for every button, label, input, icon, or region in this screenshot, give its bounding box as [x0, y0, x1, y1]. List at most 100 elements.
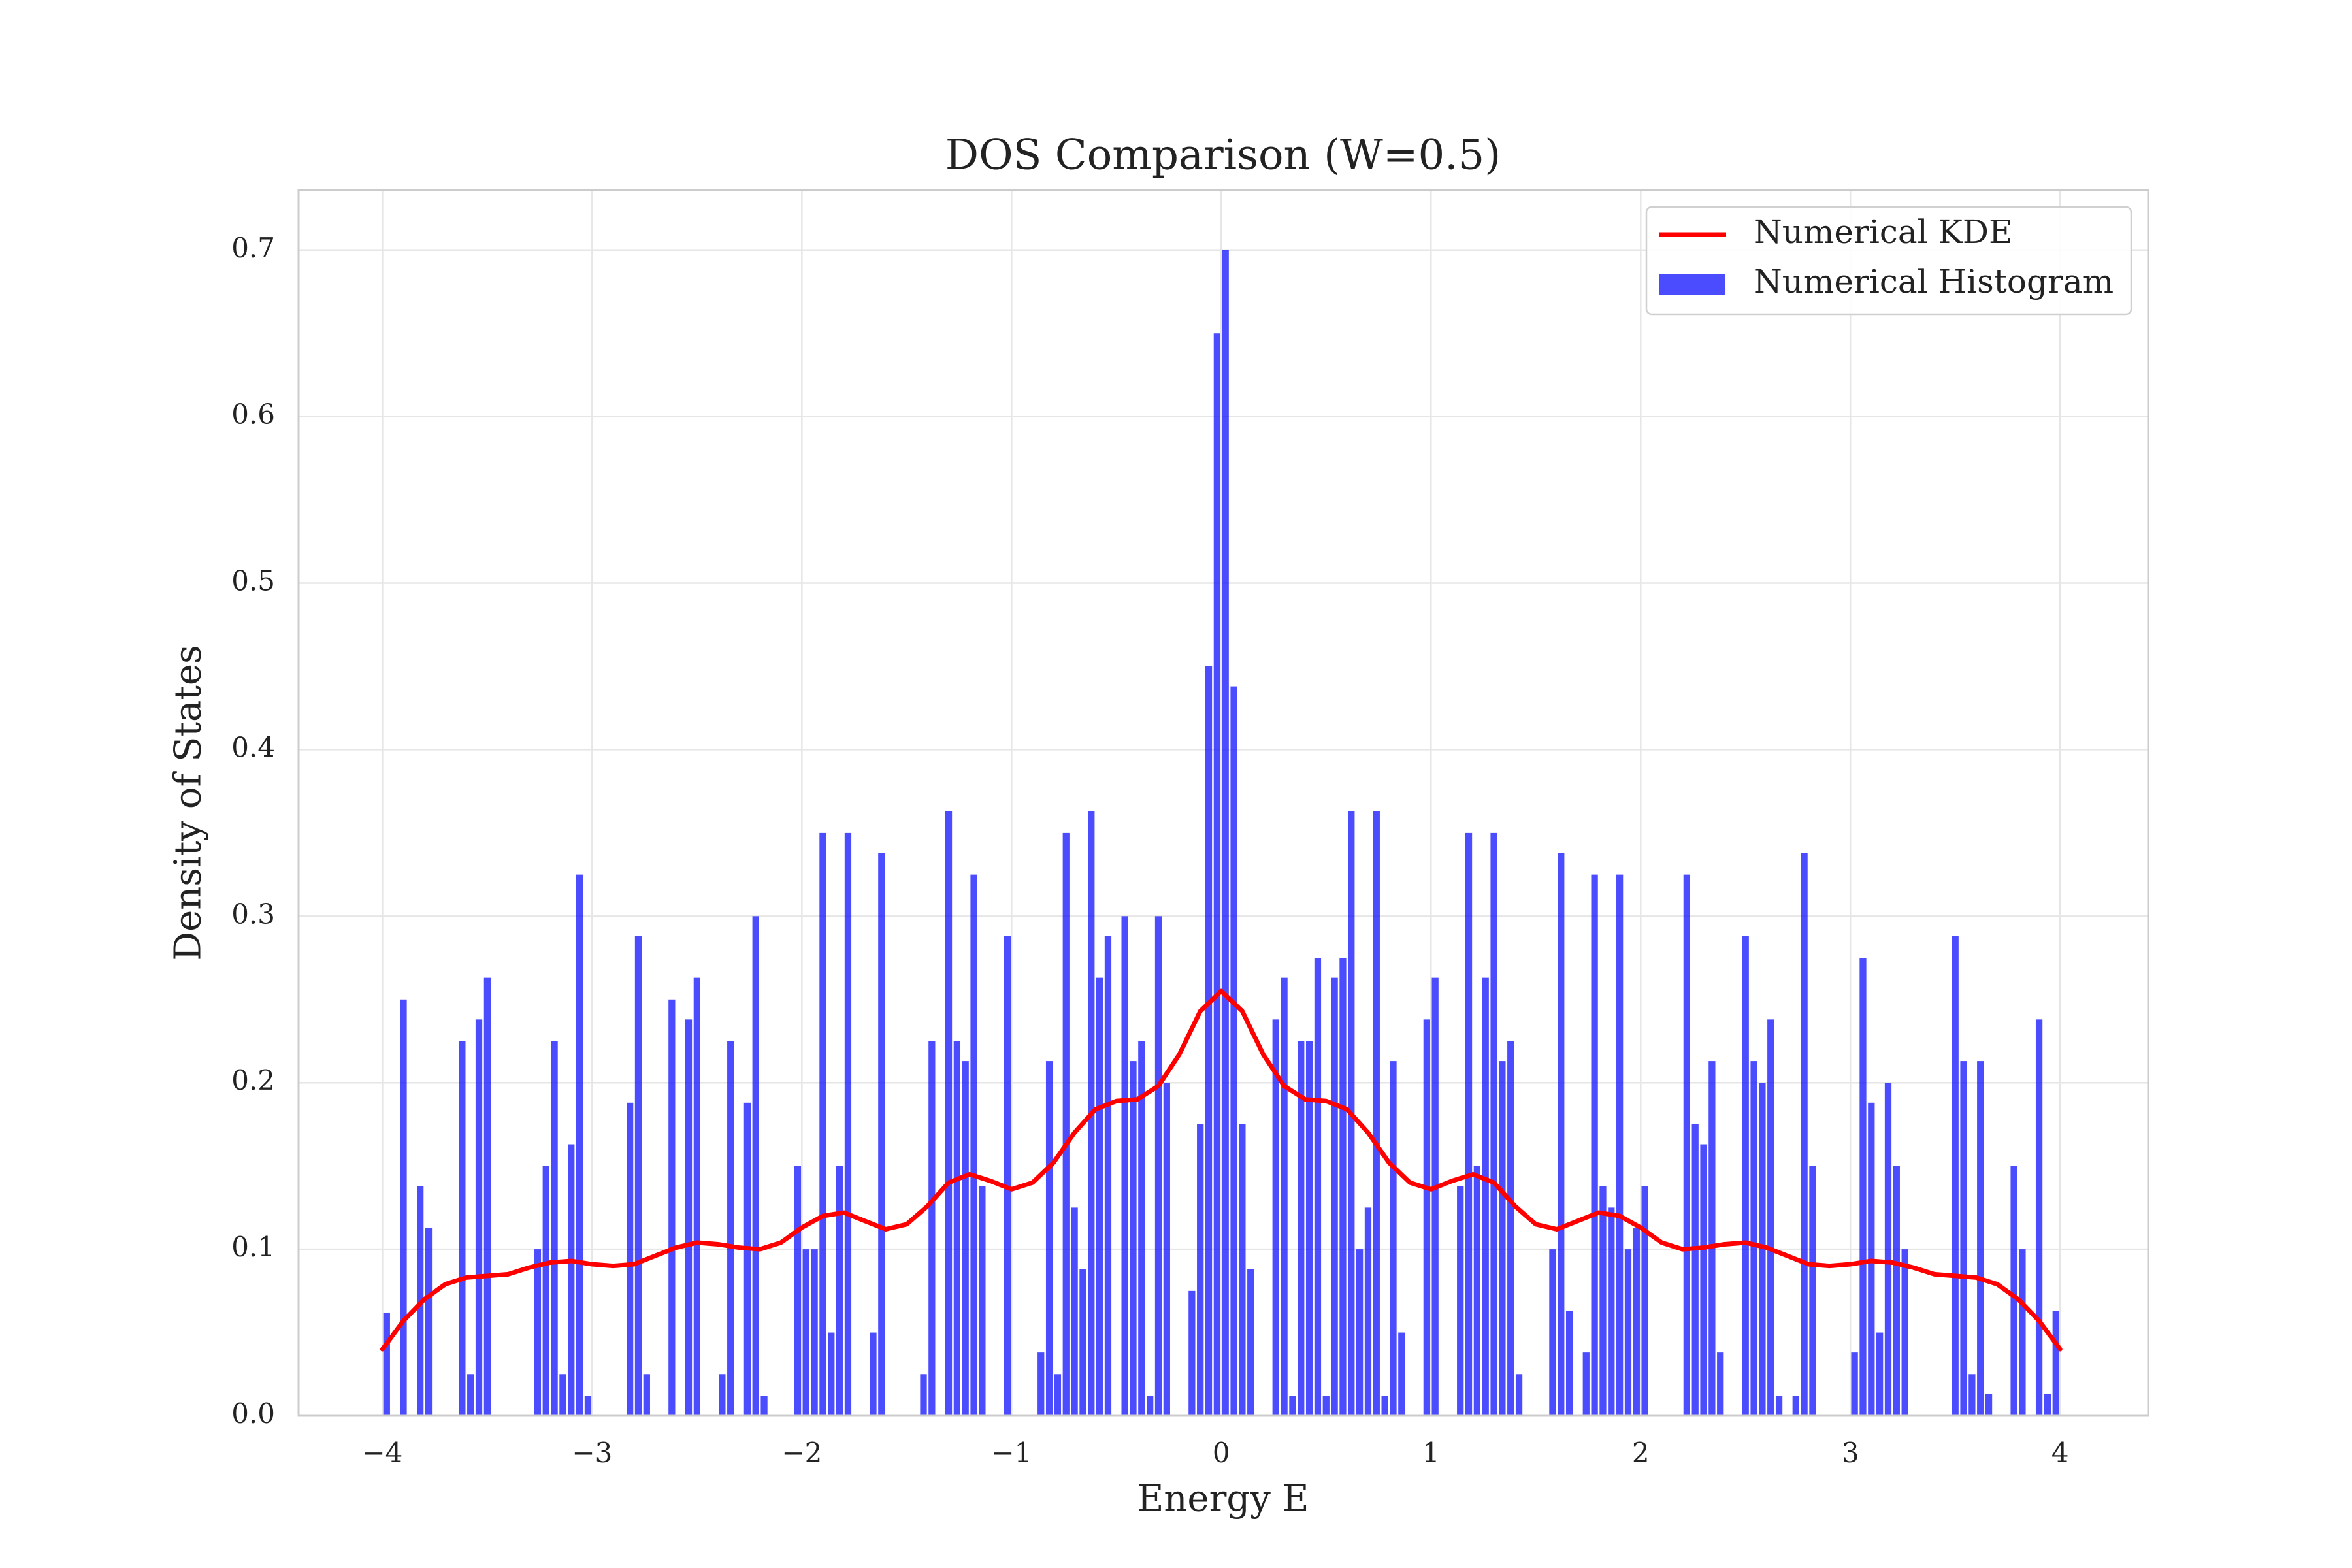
histogram-bar — [584, 1396, 592, 1416]
histogram-bar — [1079, 1269, 1086, 1416]
histogram-bar — [559, 1374, 566, 1416]
histogram-bar — [1381, 1396, 1388, 1416]
histogram-bar — [1591, 874, 1598, 1416]
histogram-bar — [1197, 1124, 1204, 1416]
histogram-bar — [870, 1332, 877, 1416]
x-tick-label: 0 — [1213, 1437, 1230, 1469]
histogram-bar — [920, 1374, 927, 1416]
histogram-bar — [1507, 1041, 1514, 1416]
histogram-bar — [1792, 1396, 1799, 1416]
histogram-bar — [2019, 1249, 2026, 1416]
histogram-bar — [970, 874, 977, 1416]
legend-label: Numerical KDE — [1754, 213, 2012, 251]
histogram-bar — [1431, 977, 1439, 1416]
histogram-bar — [1641, 1186, 1648, 1416]
legend-label: Numerical Histogram — [1754, 263, 2114, 301]
histogram-bar — [1339, 958, 1347, 1416]
histogram-bar — [811, 1249, 818, 1416]
histogram-bar — [844, 832, 852, 1416]
x-axis-label: Energy E — [1137, 1478, 1309, 1520]
histogram-bar — [1893, 1166, 1900, 1416]
histogram-bar — [1717, 1352, 1724, 1416]
histogram-bar — [1624, 1249, 1632, 1416]
histogram-bar — [1582, 1352, 1590, 1416]
histogram-bar — [1004, 936, 1011, 1416]
y-axis-label: Density of States — [167, 645, 210, 961]
histogram-bar — [1549, 1249, 1556, 1416]
histogram-bar — [1222, 250, 1229, 1416]
histogram-bar — [1742, 936, 1749, 1416]
histogram-bar — [945, 811, 953, 1416]
histogram-bar — [1147, 1396, 1154, 1416]
histogram-bar — [1305, 1041, 1313, 1416]
histogram-bar — [1700, 1144, 1707, 1416]
histogram-bar — [483, 977, 491, 1416]
histogram-bar — [727, 1041, 734, 1416]
histogram-bar — [1759, 1083, 1766, 1416]
histogram-bar — [928, 1041, 936, 1416]
x-tick-label: 4 — [2051, 1437, 2069, 1469]
histogram-bar — [1281, 977, 1288, 1416]
histogram-bar — [1373, 811, 1380, 1416]
histogram-bar — [1708, 1061, 1716, 1416]
histogram-bar — [1851, 1352, 1858, 1416]
histogram-bar — [962, 1061, 969, 1416]
histogram-bar — [802, 1249, 809, 1416]
histogram-bar — [1138, 1041, 1145, 1416]
histogram-bar — [1558, 853, 1565, 1416]
histogram-bar — [1037, 1352, 1045, 1416]
histogram-bar — [425, 1227, 433, 1416]
histogram-bar — [1876, 1332, 1884, 1416]
histogram-bar — [627, 1102, 634, 1416]
histogram-bar — [1565, 1311, 1573, 1416]
histogram-bar — [1364, 1207, 1372, 1416]
histogram-bar — [828, 1332, 835, 1416]
x-tick-label: −3 — [572, 1437, 612, 1469]
histogram-bar — [1205, 666, 1213, 1416]
histogram-bar — [1423, 1019, 1430, 1416]
chart-title: DOS Comparison (W=0.5) — [945, 131, 1501, 180]
histogram-bar — [1952, 936, 1959, 1416]
y-tick-label: 0.0 — [231, 1397, 275, 1429]
y-tick-label: 0.5 — [231, 565, 275, 597]
histogram-bar — [1272, 1019, 1279, 1416]
histogram-bar — [719, 1374, 726, 1416]
y-tick-label: 0.3 — [231, 898, 275, 930]
histogram-bar — [1045, 1061, 1053, 1416]
histogram-bar — [634, 936, 642, 1416]
histogram-bar — [685, 1019, 693, 1416]
histogram-bar — [1071, 1207, 1078, 1416]
histogram-bar — [1154, 916, 1162, 1416]
histogram-bar — [2010, 1166, 2017, 1416]
histogram-bar — [819, 832, 826, 1416]
histogram-bar — [1977, 1061, 1984, 1416]
histogram-bar — [743, 1102, 751, 1416]
histogram-bar — [576, 874, 583, 1416]
x-tick-label: 3 — [1842, 1437, 1859, 1469]
histogram-bar — [1473, 1166, 1481, 1416]
histogram-bar — [1775, 1396, 1783, 1416]
y-tick-label: 0.4 — [231, 731, 275, 763]
histogram-bar — [1188, 1290, 1196, 1416]
histogram-bar — [383, 1312, 390, 1416]
histogram-bar — [1213, 333, 1221, 1416]
y-tick-label: 0.1 — [231, 1231, 275, 1263]
histogram-bar — [1683, 874, 1690, 1416]
plot-frame — [297, 189, 2149, 1417]
histogram-bar — [1499, 1061, 1506, 1416]
legend-box — [1645, 206, 2132, 316]
histogram-bar — [1298, 1041, 1305, 1416]
x-tick-label: −4 — [362, 1437, 402, 1469]
histogram-bar — [2035, 1019, 2043, 1416]
histogram-bar — [1616, 874, 1624, 1416]
histogram-bar — [1515, 1374, 1523, 1416]
histogram-bar — [1230, 686, 1237, 1416]
histogram-bar — [467, 1374, 474, 1416]
histogram-bar — [836, 1166, 843, 1416]
histogram-bar — [551, 1041, 558, 1416]
x-tick-label: 2 — [1632, 1437, 1650, 1469]
histogram-bar — [1490, 832, 1497, 1416]
legend-swatch — [1659, 274, 1725, 295]
histogram-bar — [1390, 1061, 1397, 1416]
